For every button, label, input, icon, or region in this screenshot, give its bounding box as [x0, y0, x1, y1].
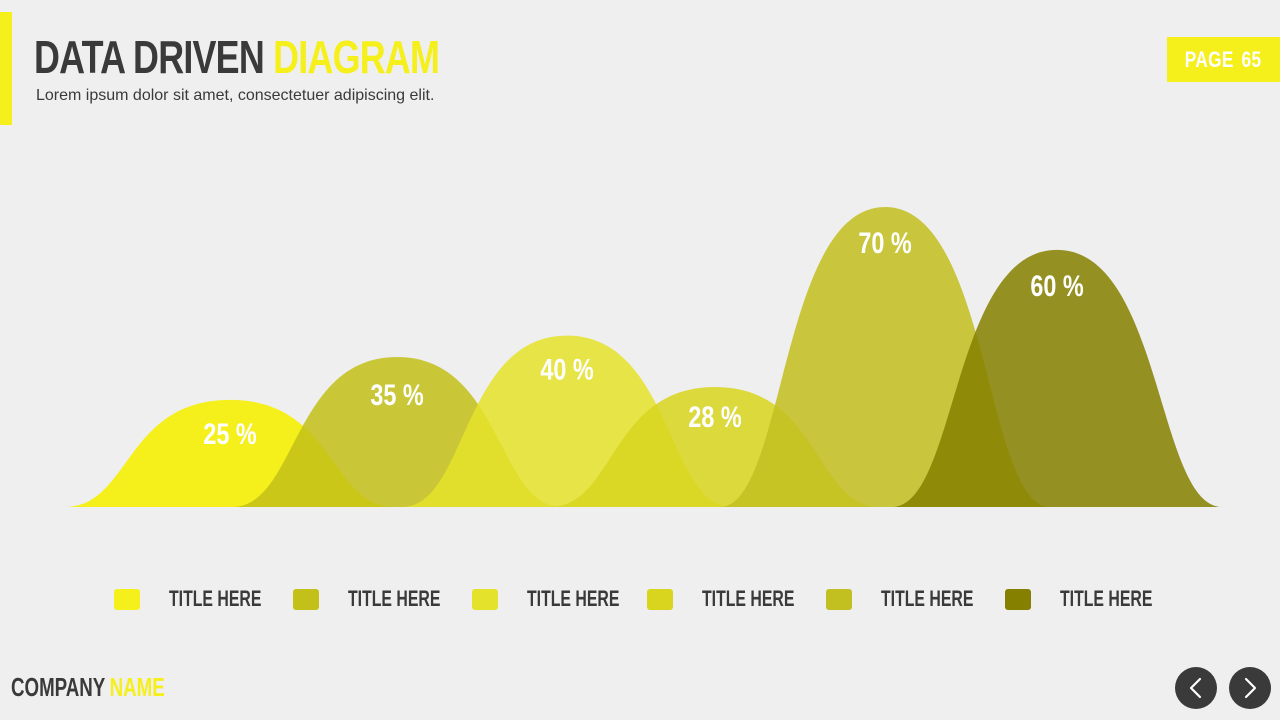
- chart-value-labels: 25 % 35 % 40 % 28 % 70 % 60 %: [203, 226, 1083, 450]
- legend-label: TITLE HERE: [169, 586, 262, 611]
- legend-swatch: [647, 588, 673, 610]
- page-title-part1: DATA DRIVEN: [34, 31, 265, 83]
- bell-curve-chart: 25 % 35 % 40 % 28 % 70 % 60 %: [65, 207, 1222, 507]
- legend-swatch: [293, 588, 319, 610]
- value-label-6: 60 %: [1030, 269, 1083, 302]
- page-badge-number: 65: [1241, 46, 1262, 72]
- legend-item-3: TITLE HERE: [472, 586, 619, 612]
- legend-label: TITLE HERE: [881, 586, 974, 611]
- company-name-part1: COMPANY: [11, 672, 106, 702]
- legend-label: TITLE HERE: [702, 586, 795, 611]
- legend-item-2: TITLE HERE: [293, 586, 440, 612]
- header-accent-bar: [0, 12, 12, 125]
- value-label-1: 25 %: [203, 417, 256, 450]
- bell-curve-6: [892, 249, 1222, 507]
- legend-item-5: TITLE HERE: [826, 586, 973, 612]
- chevron-left-icon: [1189, 677, 1202, 699]
- legend-swatch: [114, 588, 140, 610]
- page-badge: PAGE 65: [1167, 37, 1280, 82]
- legend-item-4: TITLE HERE: [647, 586, 794, 612]
- prev-page-button[interactable]: [1175, 667, 1217, 709]
- legend-item-1: TITLE HERE: [114, 586, 261, 612]
- next-page-button[interactable]: [1229, 667, 1271, 709]
- chevron-right-icon: [1244, 677, 1257, 699]
- value-label-4: 28 %: [688, 400, 741, 433]
- page-title: DATA DRIVEN DIAGRAM: [34, 30, 440, 84]
- legend-swatch: [1005, 588, 1031, 610]
- company-name-part2: NAME: [109, 672, 165, 702]
- legend-swatch: [472, 588, 498, 610]
- legend-label: TITLE HERE: [527, 586, 620, 611]
- chart-curves: [65, 207, 1222, 507]
- page-subtitle: Lorem ipsum dolor sit amet, consectetuer…: [36, 87, 435, 104]
- legend-swatch: [826, 588, 852, 610]
- page-title-part2: DIAGRAM: [273, 31, 440, 83]
- legend-label: TITLE HERE: [1060, 586, 1153, 611]
- legend-label: TITLE HERE: [348, 586, 441, 611]
- value-label-2: 35 %: [370, 378, 423, 411]
- legend-item-6: TITLE HERE: [1005, 586, 1152, 612]
- value-label-5: 70 %: [858, 226, 911, 259]
- company-name: COMPANY NAME: [11, 672, 165, 702]
- page-badge-label: PAGE: [1185, 46, 1235, 72]
- value-label-3: 40 %: [540, 353, 593, 386]
